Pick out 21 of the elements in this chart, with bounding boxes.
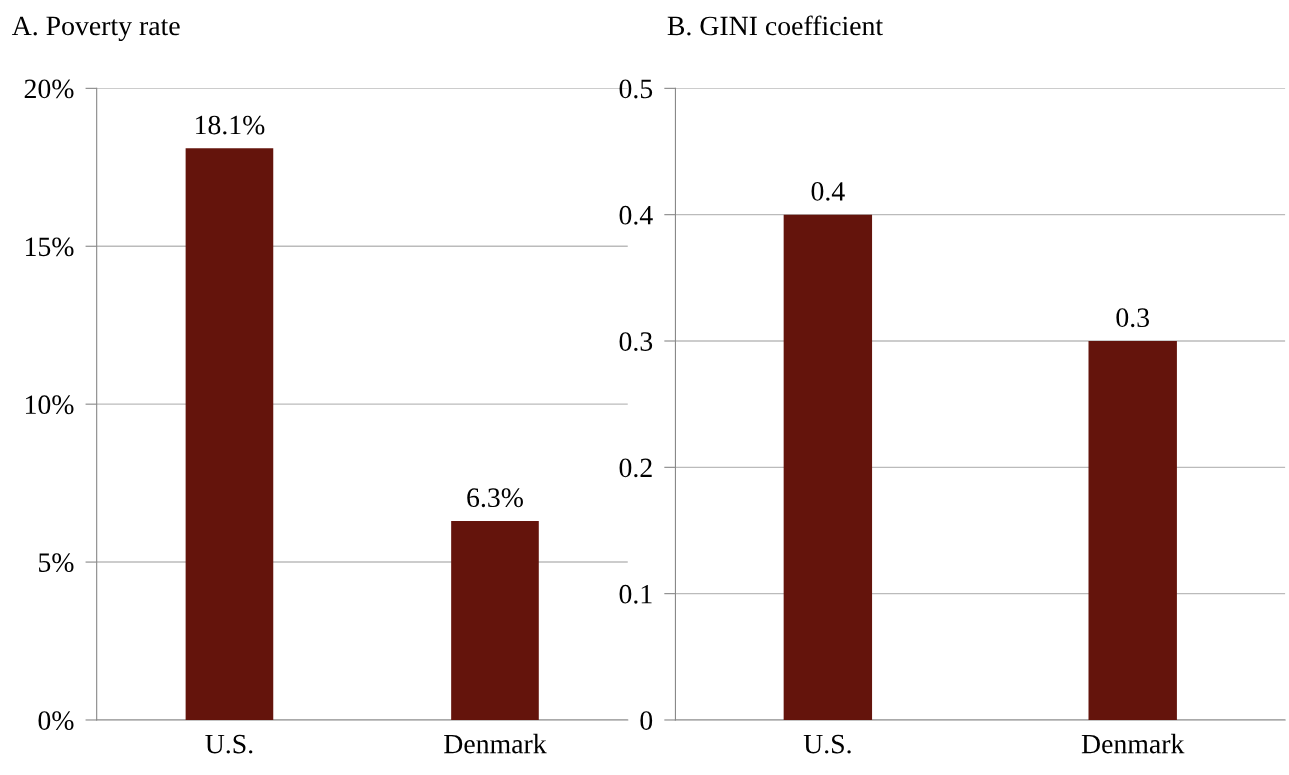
data-label: 6.3%	[467, 488, 523, 508]
x-tick-label: Denmark	[444, 733, 547, 754]
y-tick-label: 0.2	[619, 458, 652, 478]
data-label: 0.4	[811, 181, 845, 201]
y-tick-label: 0.3	[619, 332, 653, 352]
x-tick-label: Denmark	[1081, 733, 1185, 754]
y-tick-label: 0.5	[619, 79, 653, 99]
y-tick-label: 0	[640, 711, 653, 730]
y-tick-label: 0.4	[619, 205, 653, 225]
x-tick-label: U.S.	[803, 734, 851, 754]
chart-title: B. GINI coefficient	[667, 15, 883, 36]
y-tick-label: 5%	[39, 553, 74, 573]
data-label: 18.1%	[196, 115, 265, 135]
data-label: 0.3	[1116, 308, 1149, 328]
x-tick-label: U.S.	[205, 734, 253, 754]
chart-title: A. Poverty rate	[11, 16, 180, 41]
y-tick-label: 15%	[25, 237, 74, 257]
y-tick-label: 0.1	[619, 584, 652, 604]
y-tick-label: 0%	[38, 711, 74, 730]
y-tick-label: 20%	[24, 79, 74, 99]
y-tick-label: 10%	[25, 395, 74, 415]
